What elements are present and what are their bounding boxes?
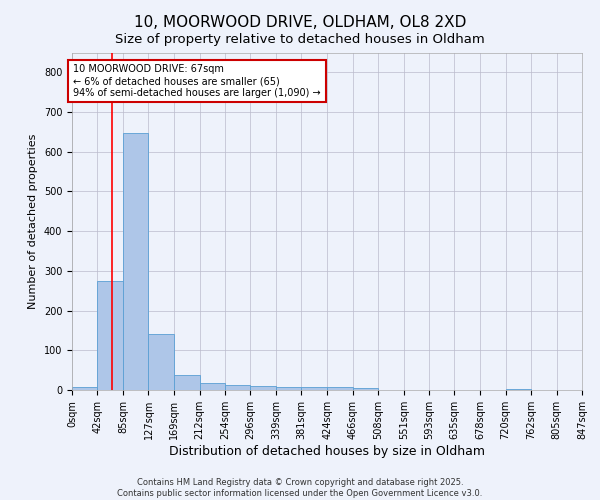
Bar	[328, 387, 353, 390]
Text: 10, MOORWOOD DRIVE, OLDHAM, OL8 2XD: 10, MOORWOOD DRIVE, OLDHAM, OL8 2XD	[134, 15, 466, 30]
X-axis label: Distribution of detached houses by size in Oldham: Distribution of detached houses by size …	[169, 444, 485, 458]
Bar	[97, 281, 123, 390]
Bar	[353, 388, 378, 390]
Y-axis label: Number of detached properties: Number of detached properties	[28, 134, 38, 309]
Bar	[123, 132, 148, 390]
Bar	[174, 375, 200, 390]
Text: 10 MOORWOOD DRIVE: 67sqm
← 6% of detached houses are smaller (65)
94% of semi-de: 10 MOORWOOD DRIVE: 67sqm ← 6% of detache…	[73, 64, 321, 98]
Bar	[200, 383, 225, 390]
Text: Size of property relative to detached houses in Oldham: Size of property relative to detached ho…	[115, 32, 485, 46]
Bar	[250, 386, 276, 390]
Bar	[276, 387, 301, 390]
Bar	[301, 387, 328, 390]
Bar	[148, 334, 174, 390]
Bar	[506, 389, 531, 390]
Bar	[72, 387, 97, 390]
Text: Contains HM Land Registry data © Crown copyright and database right 2025.
Contai: Contains HM Land Registry data © Crown c…	[118, 478, 482, 498]
Bar	[225, 385, 250, 390]
